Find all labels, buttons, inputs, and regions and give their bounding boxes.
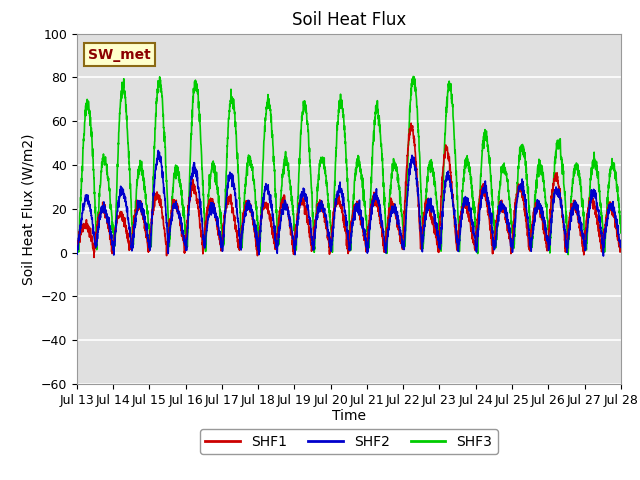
Y-axis label: Soil Heat Flux (W/m2): Soil Heat Flux (W/m2)	[21, 133, 35, 285]
Text: SW_met: SW_met	[88, 48, 150, 61]
Legend: SHF1, SHF2, SHF3: SHF1, SHF2, SHF3	[200, 429, 498, 454]
X-axis label: Time: Time	[332, 409, 366, 423]
Title: Soil Heat Flux: Soil Heat Flux	[292, 11, 406, 29]
